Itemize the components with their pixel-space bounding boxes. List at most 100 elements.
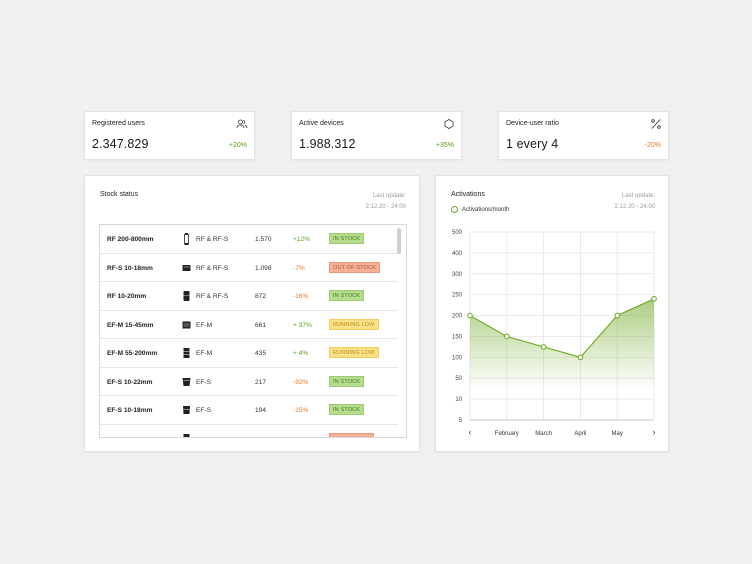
chevron-right-icon[interactable]: › <box>653 427 656 437</box>
table-row[interactable]: RF 10-20mm RF & RF-S 872 -16% IN STOCK <box>100 282 398 311</box>
lens-name: RF 10-20mm <box>107 293 147 300</box>
stock-count: 194 <box>255 407 267 414</box>
status-badge: IN STOCK <box>329 375 365 387</box>
table-row[interactable]: RF-S 10-18mm RF & RF-S 1.098 -7% OUT OF STOC… <box>100 254 398 282</box>
panel-title: Stock status <box>100 191 139 198</box>
lens-zoom-icon <box>183 348 190 358</box>
x-tick-label: May <box>612 431 623 437</box>
chart-legend: Activations/month <box>451 206 509 213</box>
stock-count: 435 <box>255 350 267 357</box>
lens-wide-angle-icon <box>183 406 190 414</box>
y-tick-label: 5 <box>459 418 463 424</box>
table-row[interactable]: RF 200-800mm RF & RF-S 1.570 +12% IN STOCK <box>100 225 398 254</box>
status-badge: IN STOCK <box>329 233 365 244</box>
x-tick-label: February <box>495 431 519 437</box>
kpi-delta: +35% <box>435 142 454 149</box>
lens-name: EF-S 10-22mm <box>107 378 153 386</box>
hexagon-icon <box>444 119 454 129</box>
lens-pancake-icon <box>182 321 191 328</box>
lens-telephoto-icon <box>184 233 189 245</box>
stock-status-panel: Stock status Last update: 2.12.20 - 24:0… <box>84 175 420 452</box>
lens-name: RF-S 10-18mm <box>107 264 153 272</box>
lens-mount: RF & RF-S <box>196 264 229 272</box>
y-tick-label: 500 <box>452 230 463 236</box>
y-tick-label: 10 <box>455 397 462 403</box>
last-update-label: Last update: <box>372 193 406 199</box>
data-point <box>540 344 547 350</box>
status-badge: RUNNING LOW <box>329 347 379 358</box>
status-badge: OUT OF STOCK <box>329 261 380 273</box>
last-update-value: 2.12.20 - 24:00 <box>614 204 655 210</box>
series-line <box>469 298 655 358</box>
lens-compact-icon <box>182 264 191 271</box>
lens-mount: EF-M <box>196 350 213 357</box>
lens-mount: EF-S <box>196 407 212 414</box>
stock-delta: -16% <box>293 293 309 300</box>
table-row[interactable]: EF-S 10-18mm EF-S 194 -15% IN STOCK <box>100 396 398 425</box>
scrollbar[interactable] <box>397 225 404 437</box>
lens-name: EF-M 15-45mm <box>107 321 154 329</box>
chevron-left-icon[interactable]: ‹ <box>469 427 472 437</box>
stock-count: 661 <box>255 321 267 329</box>
data-point <box>651 296 657 302</box>
scrollbar-thumb[interactable] <box>397 228 401 254</box>
kpi-card-active-devices: Active devices 1.988.312 +35% <box>291 111 462 160</box>
legend-marker <box>451 206 458 213</box>
x-tick-label: April <box>574 431 586 437</box>
status-badge: RUNNING LOW <box>329 318 379 330</box>
panel-title: Activations <box>451 191 485 198</box>
lens-wide-angle-icon <box>182 377 191 386</box>
stock-count: 1.570 <box>255 236 272 243</box>
kpi-title: Registered users <box>92 120 145 127</box>
stock-count: 872 <box>255 293 267 300</box>
kpi-card-device-user-ratio: Device-user ratio 1 every 4 -20% <box>498 111 669 160</box>
lens-icon <box>183 433 190 437</box>
users-icon <box>236 119 248 129</box>
y-tick-label: 200 <box>452 314 463 320</box>
data-point <box>614 312 620 319</box>
kpi-title: Device-user ratio <box>506 120 559 127</box>
lens-mount: RF & RF-S <box>196 293 229 300</box>
data-point <box>504 333 510 340</box>
activations-panel: Activations Last update: 2.12.20 - 24:00… <box>435 175 669 452</box>
status-badge: IN STOCK <box>329 290 365 301</box>
data-point <box>577 354 584 361</box>
y-tick-label: 400 <box>452 251 463 257</box>
series-area <box>470 298 654 420</box>
kpi-value: 1 every 4 <box>506 137 559 151</box>
y-tick-label: 150 <box>452 334 463 340</box>
stock-table[interactable]: EF-S 10-18mm EF-S 194 -15% IN STOCK EF-S 10-2… <box>99 224 407 438</box>
kpi-value: 1.988.312 <box>299 137 356 151</box>
kpi-card-registered-users: Registered users 2.347.829 +20% <box>84 111 255 160</box>
stock-delta: + 4% <box>293 350 309 357</box>
table-row[interactable]: EF-M 55-200mm EF-M 435 + 4% RUNNING LOW <box>100 339 398 368</box>
stock-delta: -7% <box>293 264 305 272</box>
lens-mount: EF-S <box>196 378 212 386</box>
status-badge <box>329 432 374 437</box>
kpi-title: Active devices <box>299 120 344 127</box>
stock-delta: -92% <box>293 378 309 386</box>
stock-delta: -15% <box>293 407 309 414</box>
table-row[interactable]: EF-S 10-22mm EF-S 217 -92% IN STOCK <box>100 368 398 396</box>
lens-name: RF 200-800mm <box>107 236 154 243</box>
percent-icon <box>651 119 661 129</box>
stock-count: 1.098 <box>255 264 272 272</box>
last-update: Last update: 2.12.20 - 24:00 <box>615 191 655 213</box>
lens-mount: EF-M <box>196 321 213 329</box>
kpi-delta: +20% <box>228 142 247 149</box>
table-row[interactable]: EF-M 15-45mm EF-M 661 + 37% RUNNING LOW <box>100 311 398 339</box>
stock-delta: +12% <box>293 236 311 243</box>
stock-count: 217 <box>255 378 267 386</box>
last-update-label: Last update: <box>621 193 655 199</box>
last-update: Last update: 2.12.20 - 24:00 <box>366 191 406 213</box>
lens-name: EF-M 55-200mm <box>107 350 158 357</box>
activations-chart: 500 400 300 250 200 150 100 50 10 5 February March A… <box>452 230 657 437</box>
stock-delta: + 37% <box>293 321 312 329</box>
lens-wide-icon <box>183 291 190 301</box>
y-tick-label: 300 <box>452 272 463 278</box>
lens-mount: RF & RF-S <box>196 236 229 243</box>
kpi-value: 2.347.829 <box>92 137 149 151</box>
lens-name: EF-S 10-18mm <box>107 407 153 414</box>
x-tick-label: March <box>535 431 552 437</box>
table-row[interactable] <box>100 425 398 437</box>
